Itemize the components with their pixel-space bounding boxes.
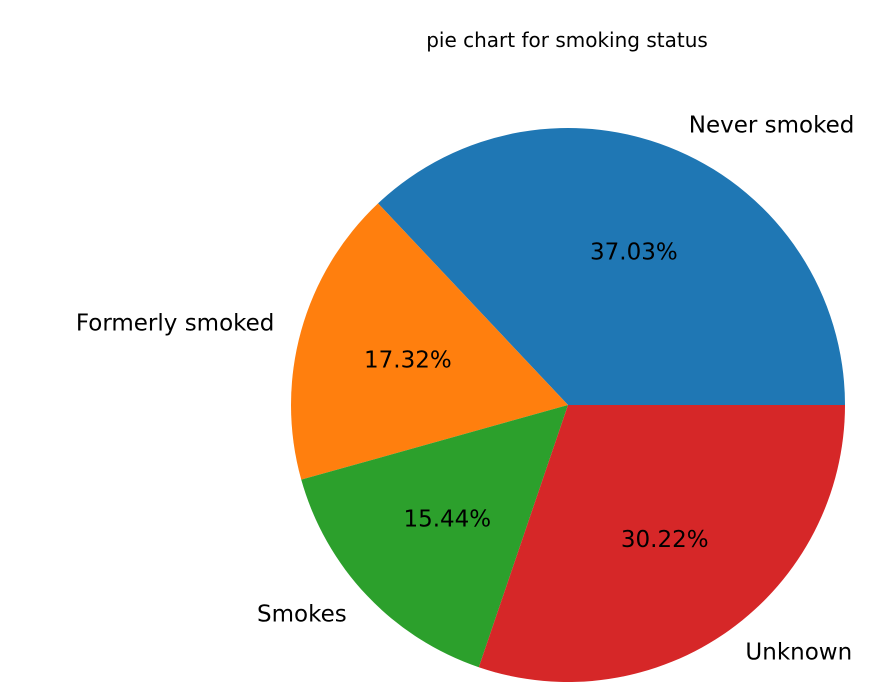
- category-label-never-smoked: Never smoked: [689, 112, 855, 138]
- category-label-unknown: Unknown: [745, 640, 852, 666]
- pie-slice-unknown: [478, 405, 845, 682]
- pct-label-formerly-smoked: 17.32%: [364, 347, 452, 373]
- pie-slice-smokes: [301, 405, 568, 668]
- pie-slices: [291, 128, 845, 682]
- pie-slice-never-smoked: [378, 128, 845, 406]
- pct-label-smokes: 15.44%: [403, 506, 491, 532]
- pct-label-unknown: 30.22%: [621, 527, 709, 553]
- pct-label-never-smoked: 37.03%: [590, 239, 678, 265]
- category-label-smokes: Smokes: [257, 601, 347, 627]
- chart-title: pie chart for smoking status: [426, 28, 708, 52]
- pie-slice-formerly-smoked: [291, 203, 568, 480]
- pie-labels: 37.03% Never smoked 17.32% Formerly smoked 1…: [76, 112, 855, 665]
- category-label-formerly-smoked: Formerly smoked: [76, 310, 275, 336]
